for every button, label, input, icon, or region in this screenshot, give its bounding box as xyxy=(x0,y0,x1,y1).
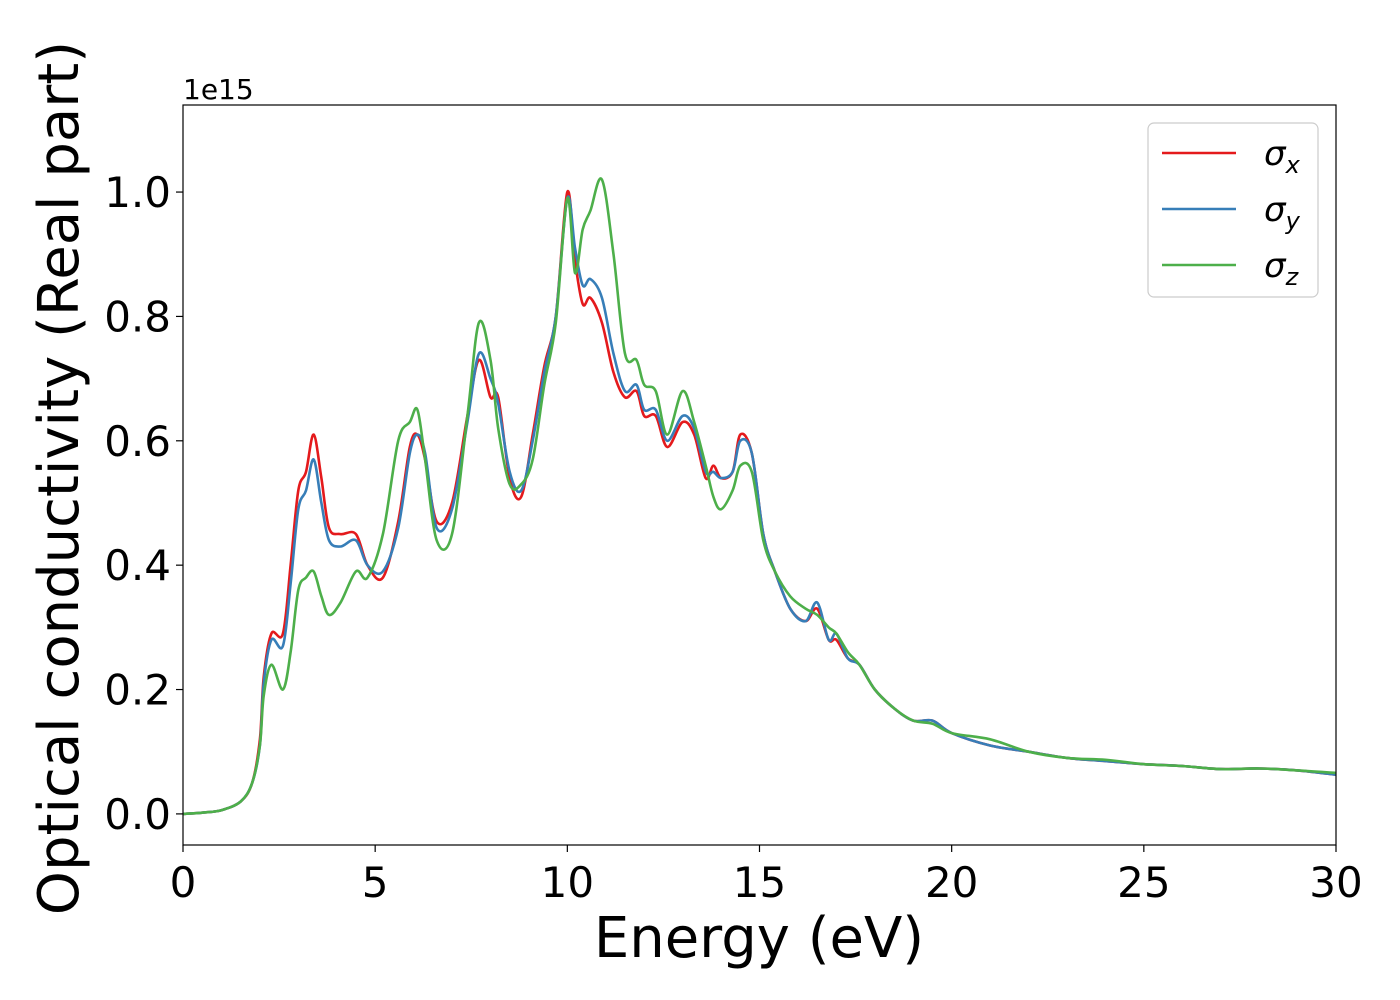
x-tick-label: 10 xyxy=(541,858,594,907)
x-tick-label: 25 xyxy=(1117,858,1170,907)
series-layer xyxy=(182,177,1337,816)
y-offset-text: 1e15 xyxy=(183,73,254,106)
x-axis-label: Energy (eV) xyxy=(594,906,924,971)
x-tick-label: 0 xyxy=(170,858,197,907)
x-tick-label: 30 xyxy=(1309,858,1362,907)
y-tick-label: 0.4 xyxy=(104,541,171,590)
x-axis: 0 5 10 15 20 25 30 xyxy=(170,845,1363,907)
x-tick-label: 20 xyxy=(925,858,978,907)
x-tick-label: 15 xyxy=(733,858,786,907)
x-tick-label: 5 xyxy=(362,858,389,907)
y-tick-label: 1.0 xyxy=(104,168,171,217)
y-tick-label: 0.2 xyxy=(104,666,171,715)
series-line-z xyxy=(182,177,1337,816)
y-tick-label: 0.8 xyxy=(104,292,171,341)
y-tick-label: 0.0 xyxy=(104,790,171,839)
y-axis: 0.0 0.2 0.4 0.6 0.8 1.0 xyxy=(104,168,183,839)
y-axis-label: Optical conductivity (Real part) xyxy=(27,41,92,915)
y-tick-label: 0.6 xyxy=(104,417,171,466)
